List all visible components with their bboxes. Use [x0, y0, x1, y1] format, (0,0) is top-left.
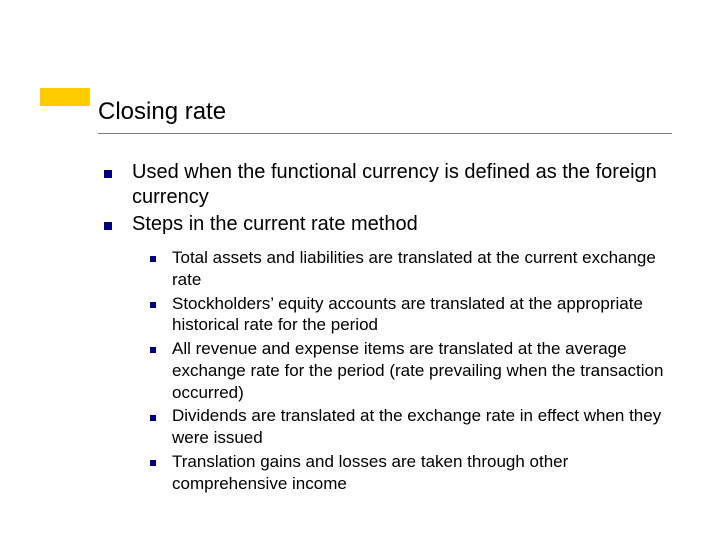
- list-item: All revenue and expense items are transl…: [150, 338, 680, 403]
- list-item: Used when the functional currency is def…: [104, 160, 680, 210]
- list-item-text: Steps in the current rate method: [132, 213, 418, 235]
- list-item-text: Used when the functional currency is def…: [132, 161, 657, 208]
- bullet-list-level1: Used when the functional currency is def…: [104, 160, 680, 494]
- title-underline: [98, 133, 672, 134]
- slide-title: Closing rate: [98, 98, 672, 132]
- list-item: Dividends are translated at the exchange…: [150, 405, 680, 449]
- list-item-text: All revenue and expense items are transl…: [172, 339, 663, 402]
- accent-bar: [40, 88, 90, 106]
- list-item: Translation gains and losses are taken t…: [150, 451, 680, 495]
- list-item-text: Dividends are translated at the exchange…: [172, 406, 661, 447]
- list-item-text: Total assets and liabilities are transla…: [172, 248, 656, 289]
- list-item-text: Stockholders’ equity accounts are transl…: [172, 294, 643, 335]
- content-area: Used when the functional currency is def…: [104, 160, 680, 496]
- list-item: Stockholders’ equity accounts are transl…: [150, 293, 680, 337]
- slide: Closing rate Used when the functional cu…: [0, 0, 720, 540]
- list-item-text: Translation gains and losses are taken t…: [172, 452, 568, 493]
- list-item: Steps in the current rate method Total a…: [104, 212, 680, 494]
- title-block: Closing rate: [98, 98, 672, 132]
- bullet-list-level2: Total assets and liabilities are transla…: [150, 247, 680, 494]
- list-item: Total assets and liabilities are transla…: [150, 247, 680, 291]
